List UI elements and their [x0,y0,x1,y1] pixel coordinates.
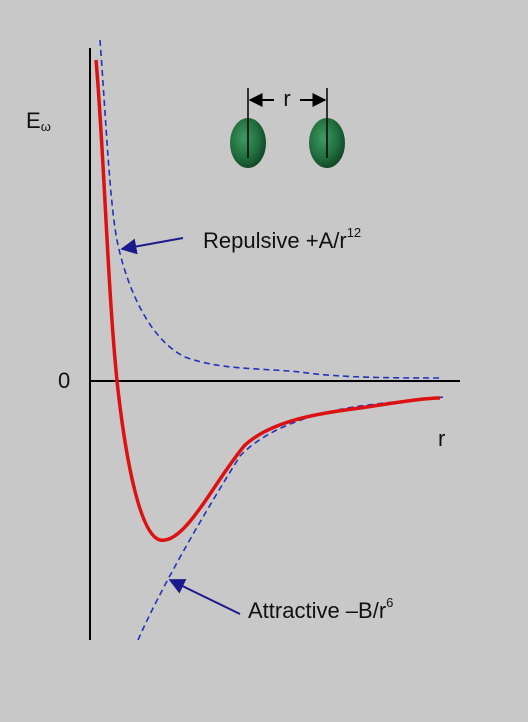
text-part: 6 [386,595,393,610]
attractive-arrow [168,579,241,615]
text-part: Attractive –B/r [248,598,386,623]
repulsive-curve [99,39,441,379]
x-axis-label: r [438,426,445,451]
potential-curve [94,59,441,542]
text-part: ω [41,119,51,134]
repulsive-arrow [120,237,184,255]
repulsive-label: Repulsive +A/r12 [203,225,361,252]
text-part: Repulsive +A/r [203,228,347,253]
origin-label: 0 [58,368,70,393]
text-part: 12 [347,225,361,240]
attractive-label: Attractive –B/r6 [248,595,393,622]
separation-label: r [283,86,290,111]
y-axis-label: Eω [26,108,51,135]
text-part: E [26,108,41,133]
